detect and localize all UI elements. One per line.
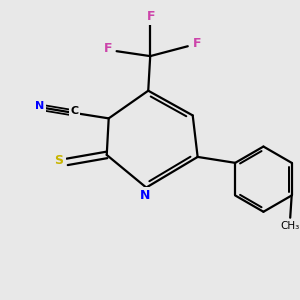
Text: S: S: [54, 154, 63, 167]
Text: N: N: [35, 101, 45, 111]
Text: F: F: [103, 42, 112, 55]
Text: N: N: [140, 189, 150, 202]
Text: F: F: [147, 11, 155, 23]
Text: C: C: [70, 106, 79, 116]
Text: F: F: [192, 37, 201, 50]
Text: CH₃: CH₃: [280, 221, 299, 231]
